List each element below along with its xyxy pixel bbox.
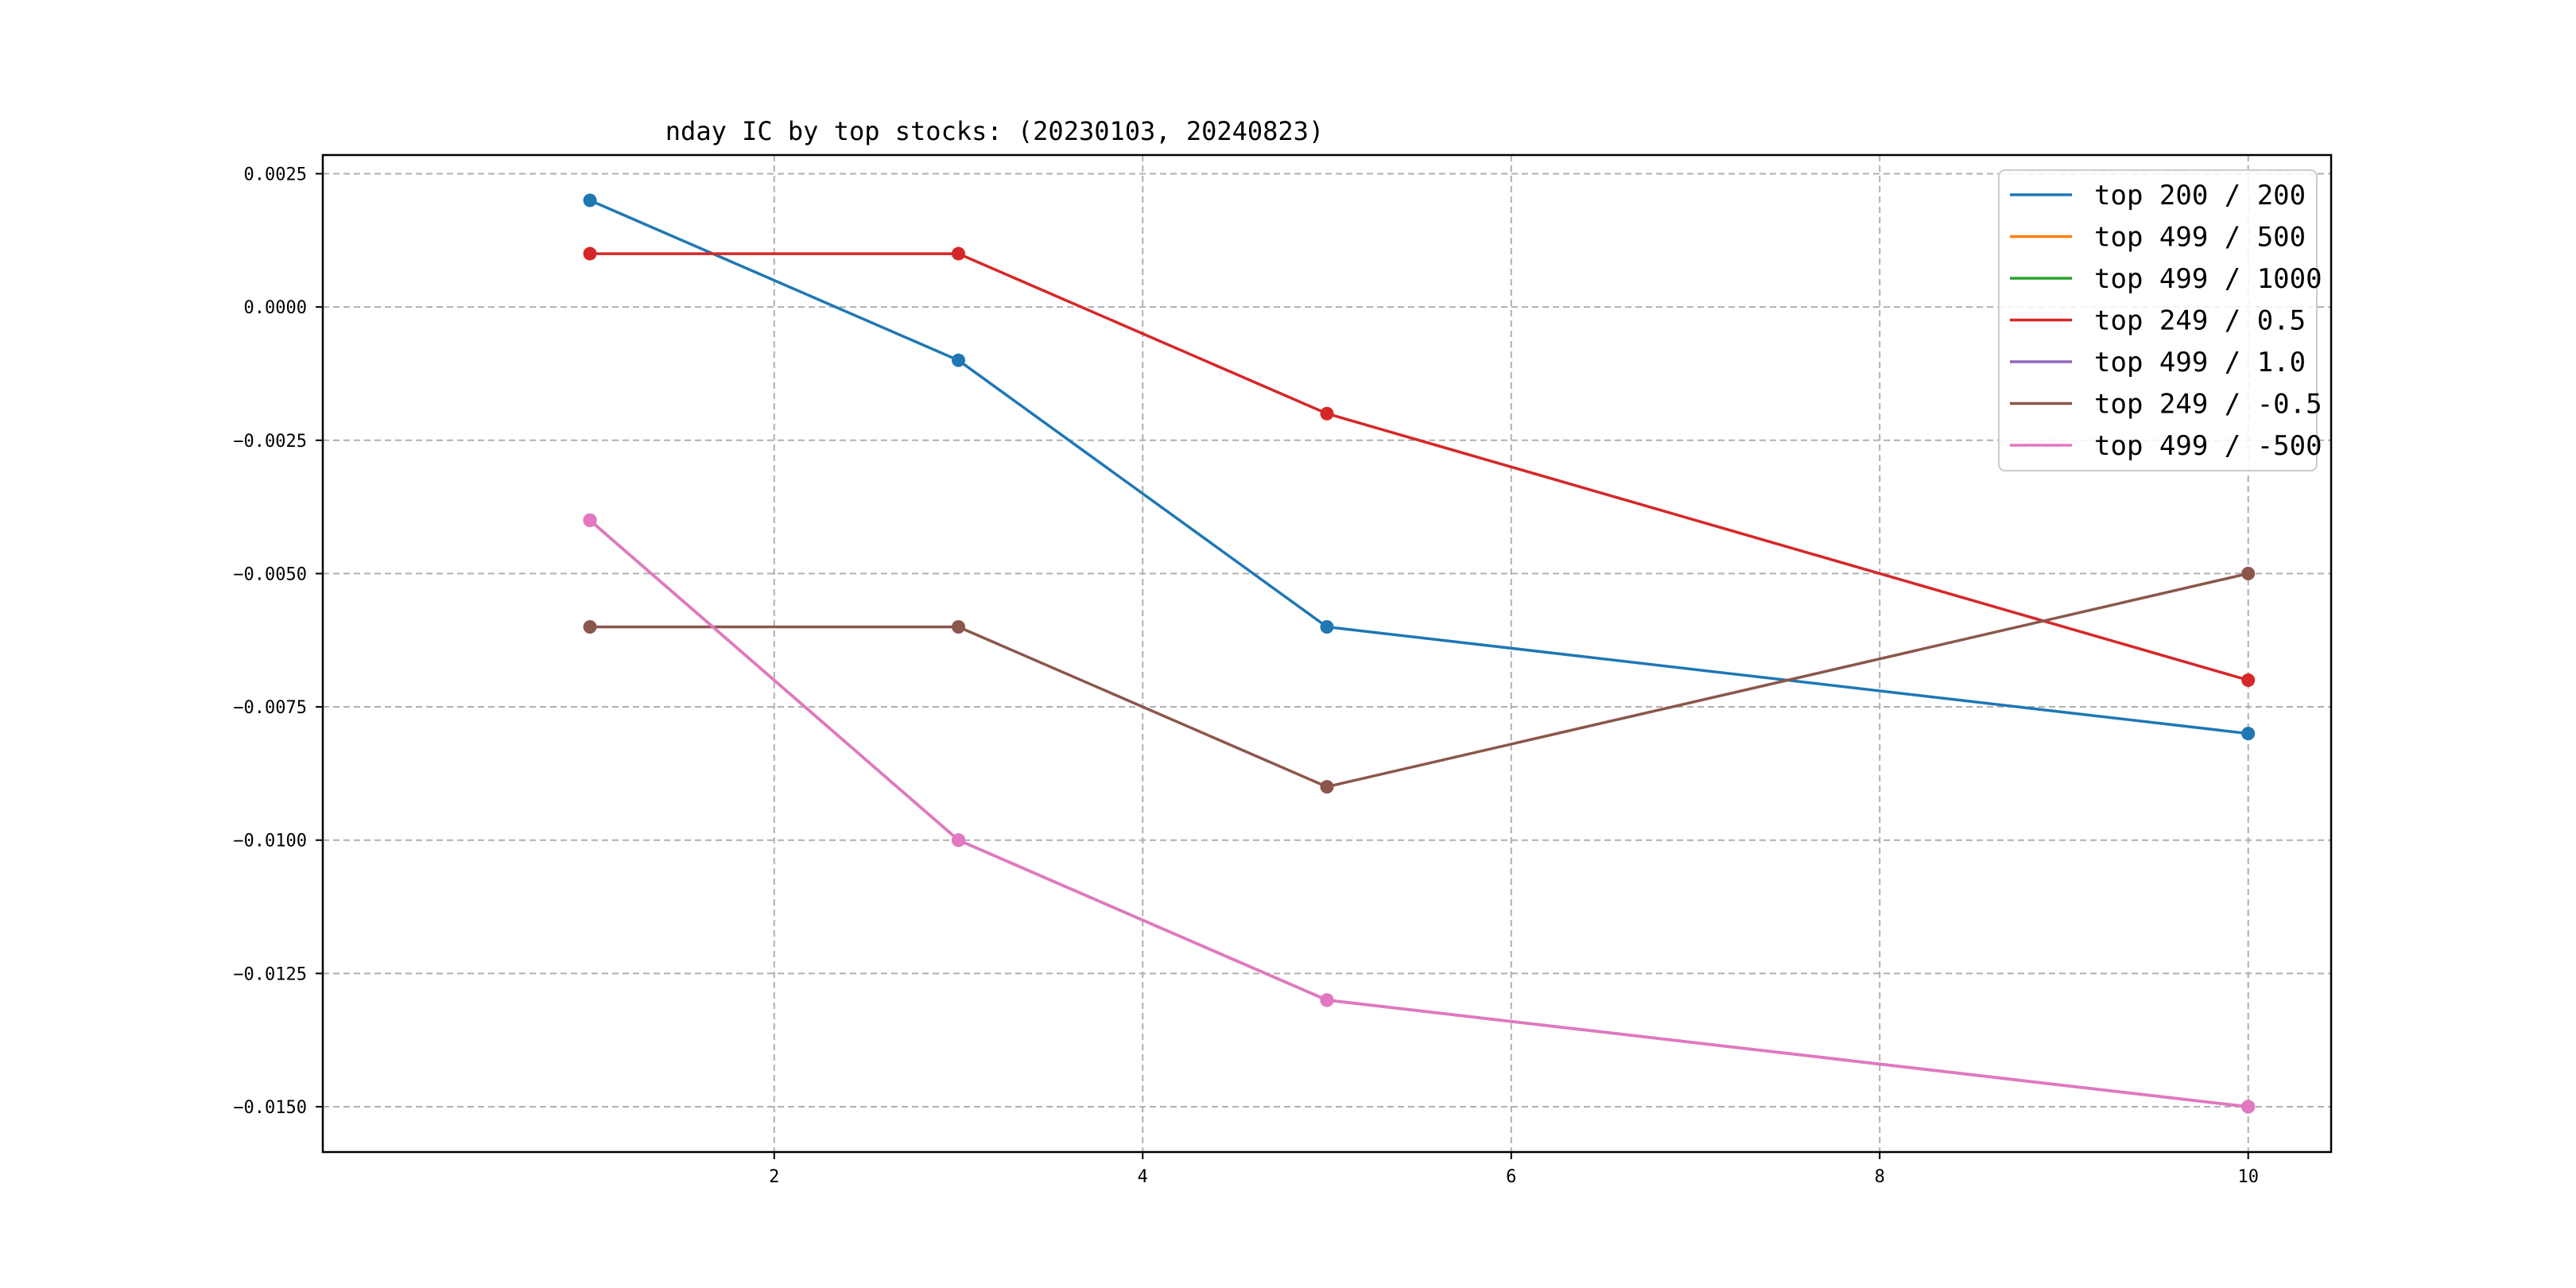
- plot-area: 2 4 6 8 10 0.0025 0.0000 −0.0025 −0.0050 −0.0075…: [233, 153, 2333, 1187]
- data-point: [583, 513, 597, 527]
- legend: top 200 / 200 top 499 / 500 top 499 / 1000…: [1998, 169, 2322, 471]
- grid: [323, 155, 2331, 1152]
- legend-item: top 499 / 500: [2010, 222, 2306, 254]
- y-tick-label: −0.0025: [233, 432, 307, 452]
- series-6: [583, 566, 2256, 794]
- data-point: [1320, 406, 1334, 421]
- legend-label: top 499 / 500: [2094, 222, 2306, 254]
- legend-label: top 200 / 200: [2094, 180, 2306, 211]
- x-tick-label: 8: [1875, 1167, 1885, 1187]
- legend-item: top 249 / -0.5: [2010, 389, 2322, 421]
- y-tick-label: −0.0100: [233, 832, 307, 852]
- legend-item: top 499 / -500: [2010, 430, 2322, 462]
- data-point: [952, 619, 966, 634]
- y-tick-label: −0.0075: [233, 698, 307, 718]
- series-4: [583, 246, 2256, 688]
- legend-label: top 499 / -500: [2094, 430, 2322, 462]
- data-point: [952, 353, 966, 367]
- legend-item: top 499 / 1000: [2010, 263, 2322, 295]
- chart-title: nday IC by top stocks: (20230103, 202408…: [665, 116, 1324, 146]
- y-tick-label: −0.0050: [233, 564, 307, 584]
- data-point: [2241, 1100, 2256, 1114]
- data-point: [1320, 619, 1334, 634]
- data-point: [1320, 993, 1334, 1007]
- series-lines: [583, 193, 2256, 1114]
- axes-frame: [321, 153, 2333, 1154]
- y-tick-label: −0.0125: [233, 964, 307, 984]
- data-point: [2241, 727, 2256, 741]
- x-tick-label: 4: [1138, 1167, 1148, 1187]
- legend-label: top 249 / 0.5: [2094, 305, 2306, 337]
- legend-label: top 499 / 1000: [2094, 263, 2322, 295]
- data-point: [952, 833, 966, 848]
- series-line: [590, 572, 2249, 789]
- x-axis: 2 4 6 8 10: [769, 1152, 2259, 1187]
- legend-label: top 499 / 1.0: [2094, 347, 2306, 378]
- data-point: [2241, 673, 2256, 688]
- legend-item: top 499 / 1.0: [2010, 347, 2306, 378]
- data-point: [2241, 566, 2256, 580]
- data-point: [583, 619, 597, 634]
- data-point: [952, 246, 966, 261]
- y-axis: 0.0025 0.0000 −0.0025 −0.0050 −0.0075 −0.0100…: [233, 165, 323, 1118]
- legend-item: top 200 / 200: [2010, 180, 2306, 211]
- data-point: [583, 246, 597, 261]
- series-line: [588, 519, 2248, 1108]
- series-7: [583, 513, 2256, 1114]
- legend-item: top 249 / 0.5: [2010, 305, 2306, 337]
- x-tick-label: 10: [2237, 1167, 2259, 1187]
- legend-label: top 249 / -0.5: [2094, 389, 2322, 421]
- series-line: [590, 252, 2249, 682]
- data-point: [583, 193, 597, 208]
- legend-box: [1998, 169, 2318, 471]
- y-tick-label: 0.0025: [244, 165, 307, 184]
- x-tick-label: 6: [1506, 1167, 1516, 1187]
- y-tick-label: 0.0000: [244, 298, 307, 318]
- data-point: [1320, 780, 1334, 794]
- x-tick-label: 2: [769, 1167, 779, 1187]
- y-tick-label: −0.0150: [233, 1098, 307, 1118]
